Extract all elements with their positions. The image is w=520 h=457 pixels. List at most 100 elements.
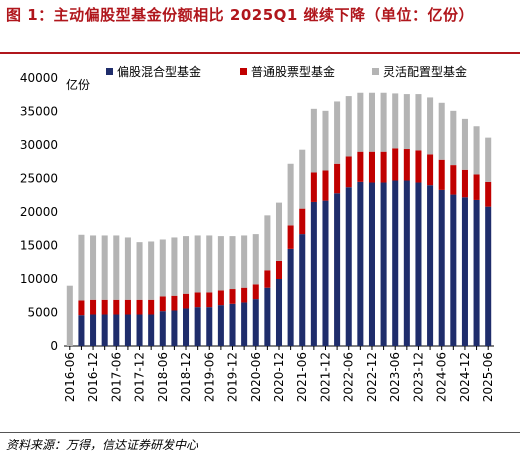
x-tick-label: 2024-12 <box>458 352 472 402</box>
bar-segment <box>194 235 201 293</box>
bar-segment <box>171 237 178 296</box>
x-tick-label: 2025-06 <box>481 352 495 402</box>
x-tick-label: 2016-12 <box>86 352 100 402</box>
bar-segment <box>345 187 352 346</box>
bar-segment <box>183 236 190 294</box>
y-tick-label: 10000 <box>20 272 58 286</box>
x-tick-label: 2023-06 <box>388 352 402 402</box>
y-axis-ticks: 0 5000 10000 15000 20000 25000 30000 35000 40000 <box>20 71 494 353</box>
bar-segment <box>148 299 155 315</box>
bar-segment <box>217 290 224 306</box>
bar-segment <box>461 197 468 346</box>
title-rule <box>0 52 520 54</box>
bar-segment <box>90 314 97 346</box>
x-tick-label: 2021-12 <box>318 352 332 402</box>
bar-segment <box>241 302 248 346</box>
bar-segment <box>403 149 410 181</box>
bar-segment <box>194 307 201 346</box>
bar-segment <box>229 303 236 346</box>
bar-segment <box>78 234 85 301</box>
bar-segment <box>159 311 166 346</box>
legend: 偏股混合型基金 普通股票型基金 灵活配置型基金 <box>106 64 467 79</box>
bar-segment <box>229 289 236 304</box>
bar-segment <box>275 279 283 346</box>
bar-segment <box>415 94 422 151</box>
legend-label: 普通股票型基金 <box>251 64 335 79</box>
bar-segment <box>473 126 480 175</box>
bar-segment <box>485 181 492 207</box>
bar-segment <box>124 299 131 315</box>
x-tick-label: 2024-06 <box>435 352 449 402</box>
bar-segment <box>206 292 213 308</box>
x-tick-label: 2021-06 <box>295 352 309 402</box>
bar-segment <box>101 235 108 300</box>
y-axis-unit-label: 亿份 <box>66 77 90 92</box>
bar-segment <box>194 292 201 308</box>
bar-segment <box>101 299 108 315</box>
source-rule <box>0 432 520 433</box>
bar-segment <box>90 235 97 300</box>
bar-segment <box>252 234 259 285</box>
stacked-bar-chart: 0 5000 10000 15000 20000 25000 30000 35000 40000… <box>20 64 495 402</box>
bar-segment <box>485 206 492 346</box>
bar-segment <box>113 314 120 346</box>
bar-segment <box>392 93 399 149</box>
bar-segment <box>485 137 492 182</box>
bar-segment <box>171 310 178 346</box>
bar-segment <box>264 270 271 288</box>
bar-segment <box>334 163 341 194</box>
bar-segment <box>461 118 468 170</box>
bar-segment <box>461 169 468 198</box>
legend-label: 偏股混合型基金 <box>117 64 201 79</box>
x-tick-label: 2018-12 <box>179 352 193 402</box>
bar-segment <box>136 242 143 300</box>
bar-segment <box>450 165 457 195</box>
bar-segment <box>403 180 410 346</box>
bar-segment <box>473 199 480 346</box>
bar-segment <box>136 314 143 346</box>
bar-segment <box>438 189 445 346</box>
x-tick-label: 2020-12 <box>272 352 286 402</box>
bar-segment <box>66 285 73 346</box>
bar-segment <box>368 151 375 183</box>
y-tick-label: 20000 <box>20 205 58 219</box>
bar-segment <box>148 314 155 346</box>
bar-segment <box>392 180 399 346</box>
bar-segment <box>159 239 166 297</box>
bar-segment <box>450 110 457 166</box>
bar-segment <box>345 156 352 188</box>
y-tick-label: 25000 <box>20 172 58 186</box>
bar-segment <box>427 154 434 186</box>
bar-segment <box>241 287 248 303</box>
bar-segment <box>78 315 85 346</box>
bar-segment <box>438 102 445 160</box>
x-axis-tick-labels: 2016-06 2016-12 2017-06 2017-12 2018-06 2018-… <box>63 352 495 402</box>
y-tick-label: 40000 <box>20 71 58 85</box>
bar-segment <box>299 234 306 346</box>
bar-segment <box>310 201 317 346</box>
bar-segment <box>264 215 271 271</box>
x-tick-label: 2023-12 <box>411 352 425 402</box>
bar-segment <box>252 299 259 346</box>
bar-segment <box>357 181 364 346</box>
bar-segment <box>287 225 294 249</box>
x-tick-label: 2020-06 <box>249 352 263 402</box>
x-tick-label: 2019-12 <box>226 352 240 402</box>
bar-segment <box>368 92 375 152</box>
bar-segment <box>380 182 387 346</box>
bar-segment <box>334 193 341 346</box>
x-tick-label: 2019-06 <box>202 352 216 402</box>
x-tick-label: 2018-06 <box>156 352 170 402</box>
bar-segment <box>183 308 190 346</box>
source-note: 资料来源：万得，信达证券研发中心 <box>6 438 199 452</box>
x-tick-label: 2016-06 <box>63 352 77 402</box>
bar-segment <box>148 241 155 300</box>
figure-title: 图 1：主动偏股型基金份额相比 2025Q1 继续下降（单位：亿份） <box>6 6 475 24</box>
bar-segment <box>473 174 480 200</box>
bar-segment <box>310 172 317 202</box>
bar-series-layer <box>66 92 492 346</box>
bar-segment <box>438 159 445 190</box>
bar-segment <box>78 300 85 316</box>
y-tick-label: 15000 <box>20 239 58 253</box>
bar-segment <box>275 260 283 279</box>
